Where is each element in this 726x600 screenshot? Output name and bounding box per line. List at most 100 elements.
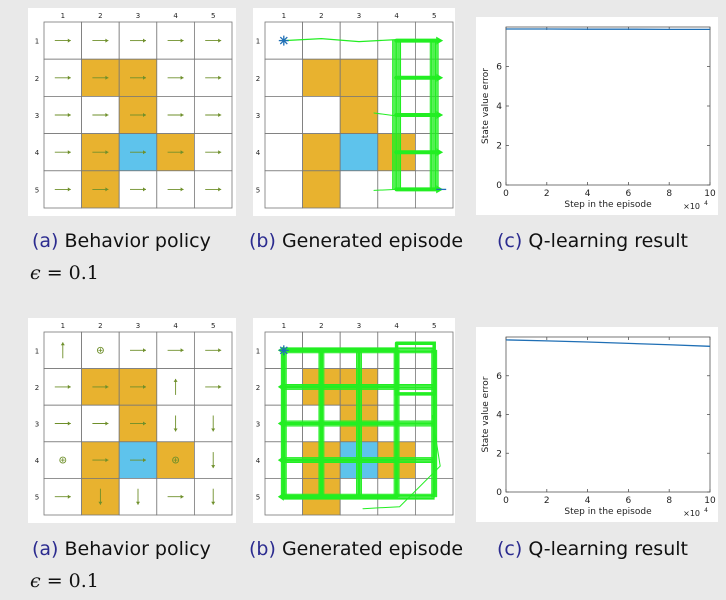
caption-a-text: Behavior policy — [64, 230, 211, 252]
grid-cell — [302, 96, 341, 135]
behavior-policy-grid-1: 1 1 2 2 3 3 4 4 5 5 — [35, 12, 233, 209]
col-label: 2 — [98, 12, 102, 20]
caption-b-text: Generated episode — [281, 538, 464, 560]
y-tick-label: 0 — [496, 488, 502, 498]
trajectory-path — [373, 112, 398, 117]
x-multiplier: ×10 — [683, 509, 700, 518]
policy-arrow-right-icon — [143, 421, 146, 426]
row-label: 4 — [35, 149, 40, 157]
policy-arrow-right-icon — [67, 113, 71, 117]
trajectory-path — [394, 341, 436, 396]
caption-b-letter: (b) — [249, 230, 276, 252]
policy-arrow-right-icon — [105, 150, 109, 155]
start-star-icon — [278, 345, 289, 356]
policy-arrow-right-icon — [105, 38, 109, 43]
col-label: 3 — [357, 322, 361, 330]
row-label: 1 — [256, 38, 260, 46]
col-label: 4 — [394, 322, 399, 330]
col-label: 3 — [357, 12, 361, 20]
policy-stay-icon — [59, 456, 67, 464]
behavior-policy-grid-2: 1 1 2 2 3 3 4 4 5 5 — [35, 322, 233, 516]
episode-figure-1: 1 1 2 2 3 3 4 4 5 5 — [253, 8, 455, 216]
epsilon-label-2: ϵ = 0.1 — [30, 570, 99, 592]
col-label: 2 — [319, 322, 323, 330]
policy-arrow-down-icon — [136, 501, 140, 505]
row-label: 5 — [256, 494, 260, 502]
trajectory-arrowhead — [277, 382, 284, 391]
row-label: 1 — [35, 347, 39, 355]
x-multiplier: ×10 — [683, 202, 700, 211]
trajectory-arrowhead — [436, 73, 444, 82]
policy-arrow-right-icon — [218, 150, 222, 155]
policy-arrow-right-icon — [143, 150, 146, 155]
row-label: 5 — [256, 186, 260, 194]
caption-b-letter: (b) — [249, 538, 276, 560]
policy-arrow-right-icon — [67, 38, 71, 43]
q-learning-chart-2: 0 2 4 6 8 10 0 2 4 6 Step in the episode State valu… — [476, 327, 718, 522]
caption-a-2: (a) Behavior policy — [32, 538, 211, 560]
behavior-policy-figure-2: 1 1 2 2 3 3 4 4 5 5 — [28, 318, 236, 523]
x-tick-label: 8 — [666, 496, 672, 506]
policy-arrow-right-icon — [180, 38, 184, 43]
caption-c-letter: (c) — [497, 538, 523, 560]
col-label: 4 — [394, 12, 399, 20]
trajectory-path — [362, 415, 441, 510]
policy-stay-icon — [96, 346, 104, 354]
trajectory-arrowhead — [436, 111, 444, 119]
policy-arrow-down-icon — [173, 428, 178, 432]
policy-arrow-right-icon — [218, 348, 222, 353]
x-tick-label: 0 — [503, 496, 509, 506]
policy-arrow-right-icon — [218, 75, 222, 80]
policy-arrow-right-icon — [67, 75, 71, 80]
grid-cell — [264, 170, 303, 209]
col-label: 1 — [61, 12, 65, 20]
col-label: 2 — [98, 322, 102, 330]
epsilon-value: = 0.1 — [46, 570, 99, 592]
x-tick-label: 2 — [544, 189, 550, 199]
y-tick-label: 6 — [496, 372, 502, 382]
x-tick-label: 8 — [666, 189, 672, 199]
policy-arrow-right-icon — [143, 113, 146, 117]
col-label: 1 — [61, 322, 65, 330]
policy-arrow-right-icon — [218, 187, 222, 192]
policy-arrow-up-icon — [60, 342, 65, 346]
policy-stay-icon — [172, 456, 180, 464]
policy-arrow-right-icon — [180, 75, 184, 80]
policy-arrow-down-icon — [211, 465, 216, 469]
row-label: 2 — [256, 75, 260, 83]
y-tick-label: 2 — [496, 449, 502, 459]
row-label: 1 — [256, 347, 260, 355]
grid-cell — [339, 58, 379, 97]
policy-arrow-down-icon — [211, 428, 216, 432]
caption-a-letter: (a) — [32, 230, 59, 252]
col-label: 5 — [432, 322, 436, 330]
col-label: 1 — [282, 12, 286, 20]
plot-area — [505, 336, 711, 493]
grid-cell — [339, 133, 379, 172]
policy-arrow-right-icon — [143, 75, 146, 80]
policy-arrow-right-icon — [67, 421, 71, 426]
trajectory-arrowhead — [277, 492, 284, 501]
policy-arrow-right-icon — [218, 384, 222, 389]
policy-arrow-right-icon — [218, 38, 222, 43]
grid-cell — [264, 58, 303, 97]
trajectory-path — [283, 37, 398, 43]
grid-cell — [118, 170, 158, 209]
row-label: 3 — [256, 112, 260, 120]
y-tick-label: 0 — [496, 181, 502, 191]
policy-arrow-right-icon — [67, 150, 71, 155]
col-label: 2 — [319, 12, 323, 20]
epsilon-value: = 0.1 — [46, 262, 99, 284]
policy-arrow-right-icon — [105, 113, 109, 117]
caption-a-letter: (a) — [32, 538, 59, 560]
plot-area — [505, 26, 711, 186]
policy-arrow-right-icon — [143, 348, 146, 353]
caption-b-text: Generated episode — [281, 230, 464, 252]
x-tick-label: 6 — [626, 189, 632, 199]
grid-cell — [302, 133, 341, 172]
row-label: 4 — [35, 457, 40, 465]
trajectory-arrowhead — [436, 148, 444, 157]
row-label: 1 — [35, 38, 39, 46]
row-label: 5 — [35, 494, 39, 502]
